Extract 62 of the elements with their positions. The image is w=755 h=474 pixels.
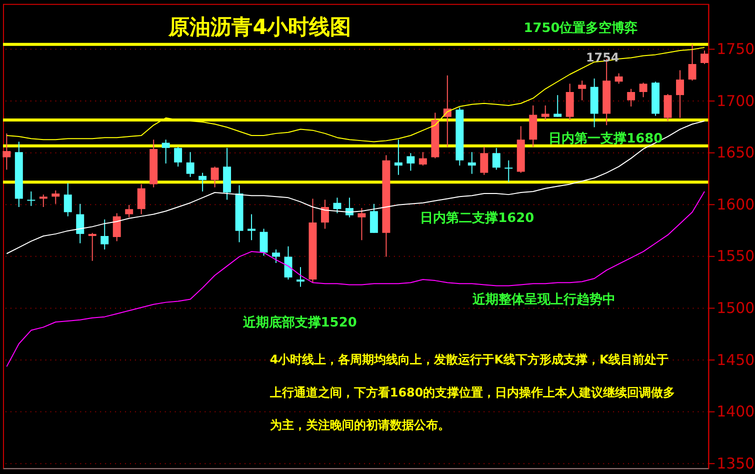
- candlestick: [210, 166, 219, 188]
- candlestick: [345, 197, 354, 218]
- candlestick: [627, 88, 636, 107]
- candlestick: [125, 204, 134, 218]
- candlestick: [2, 132, 11, 170]
- candlestick: [480, 146, 488, 176]
- candlestick: [664, 94, 672, 122]
- candlestick: [504, 160, 513, 183]
- candlestick: [406, 152, 415, 172]
- candlestick: [137, 184, 146, 215]
- y-tick-label: 1450: [716, 350, 755, 369]
- text: 4小时线上，各周期均线向上，发散运行于K线下方形成支撑，K线目前处于上行通道之间，下方看1680的支撑位置，日内操作上本人建议继续回调做多为主，关注晚间的初请数据公布。: [270, 352, 676, 432]
- candlestick: [39, 194, 48, 208]
- y-tick-label: 1650: [716, 144, 755, 162]
- candlestick: [492, 147, 500, 170]
- candlestick: [112, 212, 121, 242]
- candlestick: [358, 208, 366, 241]
- candlestick: [320, 199, 329, 230]
- candlestick: [688, 44, 696, 82]
- line-series: [6, 190, 706, 368]
- candlestick: [76, 203, 84, 244]
- candlestick: [186, 152, 194, 178]
- candlestick: [333, 197, 342, 214]
- candlestick: [370, 203, 378, 234]
- candlestick: [578, 80, 586, 101]
- candlestick: [100, 218, 109, 250]
- candlestick: [198, 172, 207, 192]
- candlestick: [64, 182, 72, 217]
- y-tick-label: 1400: [716, 402, 755, 421]
- candlestick: [284, 246, 292, 280]
- text: 原油沥青4小时线图: [168, 14, 352, 39]
- line-series: [6, 46, 706, 142]
- y-tick-label: 1500: [716, 298, 755, 317]
- annotation: 近期底部支撑1520: [242, 314, 357, 331]
- candlestick: [248, 214, 256, 241]
- annotation: 日内第二支撑1620: [420, 211, 534, 226]
- annotation: 1750位置多空博弈: [524, 20, 638, 36]
- line-series: [6, 120, 706, 254]
- y-tick-label: 1750: [716, 40, 755, 58]
- candlestick: [88, 232, 96, 262]
- candlestick: [554, 94, 562, 118]
- candlestick: [676, 70, 684, 118]
- y-tick-label: 1700: [716, 92, 755, 110]
- candlestick: [260, 228, 268, 256]
- annotation: 近期整体呈现上行趋势中: [471, 292, 616, 308]
- y-tick-label: 1550: [716, 247, 755, 266]
- candlestick: [272, 248, 280, 264]
- annotation: 1754: [586, 50, 620, 65]
- candlestick: [174, 146, 182, 168]
- candlestick: [27, 190, 36, 206]
- candlestick: [418, 152, 427, 166]
- candlestick: [162, 139, 170, 164]
- y-tick-label: 1350: [716, 454, 755, 472]
- candlestick: [296, 266, 304, 288]
- candlestick: [639, 82, 648, 98]
- annotation: 日内第一支撑1680: [548, 131, 663, 146]
- candlestick: [541, 104, 550, 120]
- candlestick: [614, 72, 623, 84]
- candlestick: [52, 190, 60, 204]
- y-tick-label: 1600: [716, 195, 755, 214]
- candlestick: [468, 152, 476, 174]
- candlestick: [394, 139, 402, 176]
